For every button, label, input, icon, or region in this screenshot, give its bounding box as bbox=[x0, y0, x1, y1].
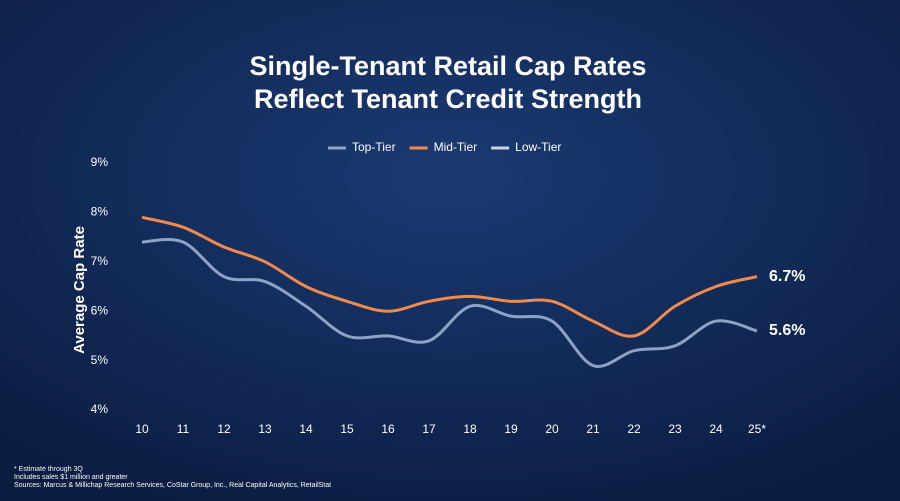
y-axis-label: Average Cap Rate bbox=[71, 226, 88, 354]
y-tick-label: 4% bbox=[91, 402, 109, 416]
footnote: Sources: Marcus & Millichap Research Ser… bbox=[14, 482, 331, 489]
x-tick-label: 24 bbox=[709, 422, 723, 436]
x-tick-label: 23 bbox=[668, 422, 682, 436]
legend-label: Top-Tier bbox=[352, 140, 396, 154]
y-tick-label: 6% bbox=[91, 303, 109, 317]
y-tick-label: 7% bbox=[91, 254, 109, 268]
data-label: 5.6% bbox=[769, 322, 805, 339]
x-tick-label: 14 bbox=[299, 422, 313, 436]
x-tick-label: 13 bbox=[258, 422, 272, 436]
x-tick-label: 25* bbox=[748, 422, 766, 436]
data-label: 6.7% bbox=[769, 268, 805, 285]
x-tick-label: 19 bbox=[504, 422, 518, 436]
x-tick-label: 18 bbox=[463, 422, 477, 436]
x-tick-label: 17 bbox=[422, 422, 436, 436]
y-tick-label: 8% bbox=[91, 205, 109, 219]
x-tick-label: 22 bbox=[627, 422, 641, 436]
legend-label: Low-Tier bbox=[515, 140, 561, 154]
x-tick-label: 11 bbox=[177, 422, 190, 436]
x-tick-label: 21 bbox=[586, 422, 600, 436]
series-line bbox=[141, 238, 758, 368]
x-tick-label: 20 bbox=[545, 422, 559, 436]
y-tick-label: 5% bbox=[91, 353, 109, 367]
chart-title: Single-Tenant Retail Cap Rates bbox=[249, 51, 646, 81]
legend-label: Mid-Tier bbox=[434, 140, 478, 154]
y-tick-label: 9% bbox=[91, 155, 109, 169]
series-line bbox=[141, 215, 758, 338]
x-tick-label: 12 bbox=[217, 422, 231, 436]
footnote: * Estimate through 3Q bbox=[14, 466, 83, 473]
chart-title: Reflect Tenant Credit Strength bbox=[254, 84, 642, 114]
x-tick-label: 10 bbox=[135, 422, 149, 436]
x-tick-label: 16 bbox=[381, 422, 395, 436]
x-tick-label: 15 bbox=[340, 422, 354, 436]
footnote: Includes sales $1 million and greater bbox=[14, 474, 128, 481]
